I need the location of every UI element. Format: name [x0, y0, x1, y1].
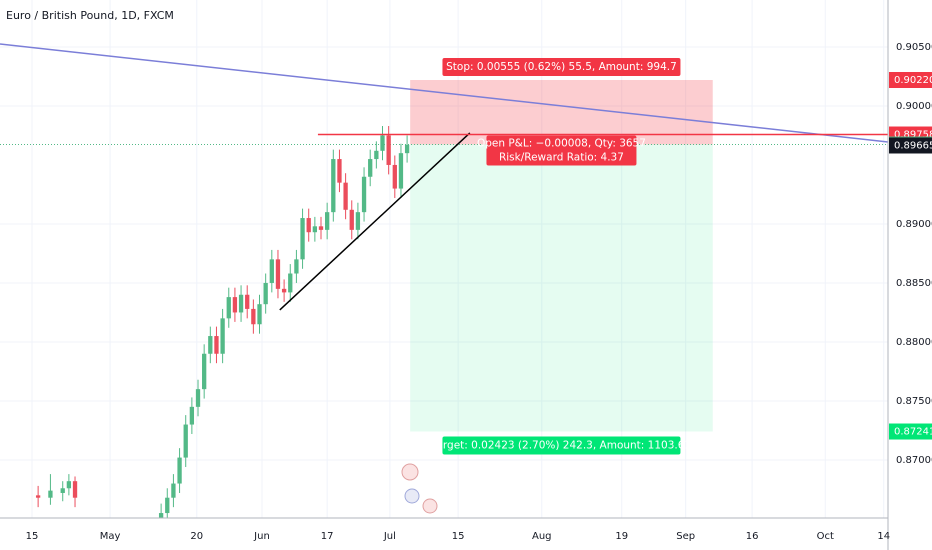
candle-body — [48, 490, 53, 498]
candle-body — [355, 212, 361, 230]
candle-body — [288, 273, 293, 293]
candle-body — [60, 488, 65, 493]
chart-title: Euro / British Pound, 1D, FXCM — [6, 9, 174, 22]
candle-body — [72, 481, 78, 498]
candle-body — [380, 135, 385, 151]
candle-body — [208, 336, 213, 354]
x-tick-label: 14 — [877, 531, 890, 542]
candle-body — [306, 218, 311, 233]
price-badge-label: 0.87241 — [894, 427, 932, 438]
candle-body — [214, 336, 219, 354]
x-tick-label: May — [100, 531, 121, 542]
y-tick-label: 0.87000 — [896, 455, 932, 466]
candle-body — [398, 153, 404, 189]
candle-body — [232, 297, 238, 313]
candle-body — [269, 259, 274, 283]
candle-body — [195, 389, 201, 407]
price-badge — [889, 137, 932, 154]
stop-label-box — [442, 58, 681, 77]
candle-body — [171, 483, 176, 498]
pnl-box — [486, 135, 637, 166]
x-tick-label: 20 — [190, 531, 203, 542]
candle-body — [220, 318, 225, 354]
support-line — [279, 132, 471, 311]
x-tick-label: Sep — [676, 531, 695, 542]
x-tick-label: 17 — [321, 531, 334, 542]
price-badge — [889, 423, 932, 440]
stop-label: Stop: 0.00555 (0.62%) 55.5, Amount: 994.… — [446, 61, 677, 73]
candle-body — [251, 308, 256, 325]
x-tick-label: Jul — [383, 531, 396, 542]
price-badge-label: 0.89758 — [894, 130, 932, 141]
x-tick-label: Jun — [253, 531, 270, 542]
candle-body — [300, 218, 305, 260]
price-badge-label: 0.89665 — [894, 140, 932, 151]
candle-body — [177, 457, 182, 484]
price-badge — [889, 72, 932, 89]
x-tick-label: 16 — [746, 531, 759, 542]
candle-body — [331, 159, 336, 213]
candle-body — [245, 294, 250, 309]
candle-body — [294, 259, 299, 274]
candle-body — [226, 297, 231, 319]
candle-body — [281, 288, 287, 293]
candle-body — [158, 513, 164, 518]
price-badge-label: 0.90220 — [894, 75, 932, 86]
candle-body — [189, 406, 195, 425]
candle-body — [349, 209, 354, 230]
candle-body — [263, 282, 268, 305]
candle-body — [325, 212, 330, 230]
candle-body — [386, 135, 391, 165]
pnl-label: Open P&L: −0.00008, Qty: 3657 — [477, 138, 646, 150]
candle-body — [202, 353, 207, 390]
candle-body — [66, 481, 72, 489]
candle-body — [257, 304, 262, 325]
candle-body — [35, 495, 41, 498]
candle-body — [361, 176, 367, 213]
x-tick-label: Aug — [532, 531, 552, 542]
candle-body — [183, 424, 188, 458]
x-tick-label: 19 — [615, 531, 628, 542]
ratio-label: Risk/Reward Ratio: 4.37 — [499, 152, 624, 164]
candle-body — [368, 159, 373, 177]
candle-body — [404, 144, 410, 154]
candle-body — [312, 226, 318, 233]
candle-body — [318, 226, 324, 230]
target-label-box — [442, 436, 681, 455]
event-icons — [401, 463, 438, 514]
plot-area — [0, 0, 888, 518]
candle-body — [238, 294, 244, 313]
x-tick-label: Oct — [817, 531, 834, 542]
candle-body — [337, 159, 342, 183]
target-label: Target: 0.02423 (2.70%) 242.3, Amount: 1… — [431, 440, 691, 452]
candle-body — [374, 150, 379, 160]
trend-line — [0, 43, 888, 143]
candle-body — [275, 259, 281, 289]
candle-body — [392, 164, 397, 189]
candle-body — [165, 497, 170, 514]
x-tick-label: 15 — [26, 531, 39, 542]
x-tick-label: 15 — [452, 531, 465, 542]
candle-body — [343, 182, 348, 210]
target-zone — [410, 144, 713, 432]
